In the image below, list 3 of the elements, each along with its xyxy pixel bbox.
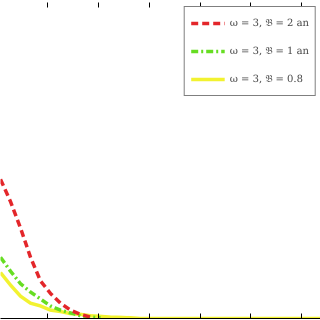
legend-label: ω = 3, 𝔅 = 0.8: [230, 74, 303, 84]
legend-label: ω = 3, 𝔅 = 2 an: [230, 18, 309, 28]
legend-label: ω = 3, 𝔅 = 1 an: [230, 46, 309, 56]
